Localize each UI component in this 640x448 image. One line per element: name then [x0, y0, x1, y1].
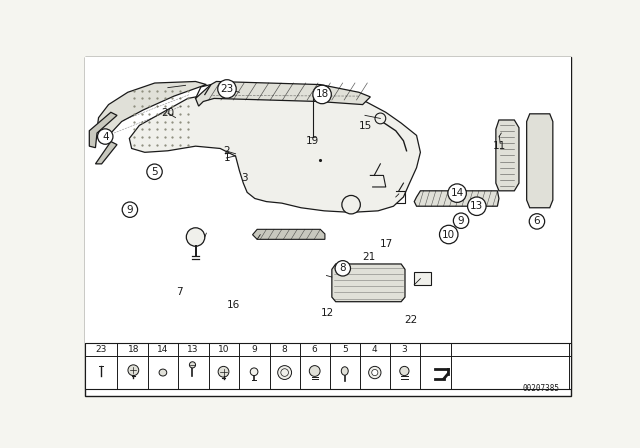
Polygon shape [129, 91, 420, 212]
Text: 13: 13 [187, 345, 198, 354]
Ellipse shape [341, 367, 348, 375]
Text: 2: 2 [223, 146, 230, 156]
Circle shape [342, 195, 360, 214]
Text: 4: 4 [102, 132, 109, 142]
Circle shape [369, 366, 381, 379]
Text: 6: 6 [312, 345, 317, 354]
Polygon shape [414, 191, 499, 206]
Circle shape [468, 197, 486, 215]
Text: 3: 3 [401, 345, 407, 354]
Text: 20: 20 [161, 108, 175, 118]
Bar [414, 272, 431, 285]
Text: 11: 11 [493, 141, 506, 151]
Circle shape [309, 366, 320, 376]
Text: 14: 14 [451, 188, 464, 198]
Polygon shape [97, 82, 206, 143]
Text: 5: 5 [342, 345, 348, 354]
Circle shape [218, 80, 236, 98]
Text: 10: 10 [218, 345, 229, 354]
Text: 6: 6 [534, 216, 540, 226]
Text: 10: 10 [442, 229, 455, 240]
Polygon shape [196, 82, 371, 106]
Text: 9: 9 [127, 205, 133, 215]
Polygon shape [90, 112, 117, 148]
Circle shape [128, 365, 139, 375]
Circle shape [186, 228, 205, 246]
Polygon shape [253, 229, 325, 239]
Circle shape [122, 202, 138, 217]
Bar [84, 343, 572, 389]
Text: 17: 17 [380, 239, 393, 249]
Circle shape [313, 85, 332, 103]
Circle shape [335, 261, 351, 276]
Circle shape [250, 368, 258, 375]
Text: 23: 23 [220, 84, 234, 94]
Text: 7: 7 [176, 287, 182, 297]
Circle shape [147, 164, 162, 180]
Circle shape [189, 362, 196, 368]
Circle shape [400, 366, 409, 375]
Text: 23: 23 [95, 345, 107, 354]
Text: 13: 13 [470, 201, 483, 211]
Circle shape [448, 184, 467, 202]
Circle shape [218, 366, 229, 377]
Text: 9: 9 [458, 216, 465, 226]
Circle shape [529, 214, 545, 229]
Text: 22: 22 [404, 315, 417, 325]
Text: 19: 19 [306, 136, 319, 146]
Circle shape [453, 213, 468, 228]
Bar [84, 57, 572, 343]
Polygon shape [496, 120, 519, 191]
Text: 21: 21 [362, 252, 375, 262]
Text: 1: 1 [223, 153, 230, 163]
Text: 12: 12 [321, 308, 333, 318]
Text: 4: 4 [372, 345, 378, 354]
Text: 5: 5 [151, 167, 158, 177]
Circle shape [440, 225, 458, 244]
Text: 15: 15 [358, 121, 372, 131]
Text: 9: 9 [252, 345, 257, 354]
Circle shape [278, 366, 292, 379]
Text: 16: 16 [227, 300, 240, 310]
Ellipse shape [159, 369, 167, 376]
Text: 18: 18 [127, 345, 139, 354]
Polygon shape [95, 142, 117, 164]
Text: 18: 18 [316, 90, 329, 99]
Text: 14: 14 [157, 345, 168, 354]
Text: 8: 8 [339, 263, 346, 273]
Text: 00207385: 00207385 [522, 383, 559, 392]
Polygon shape [527, 114, 553, 208]
Circle shape [97, 129, 113, 144]
Text: 3: 3 [241, 173, 248, 183]
Circle shape [372, 370, 378, 375]
Polygon shape [332, 264, 405, 302]
Circle shape [375, 113, 386, 124]
Text: 8: 8 [282, 345, 287, 354]
